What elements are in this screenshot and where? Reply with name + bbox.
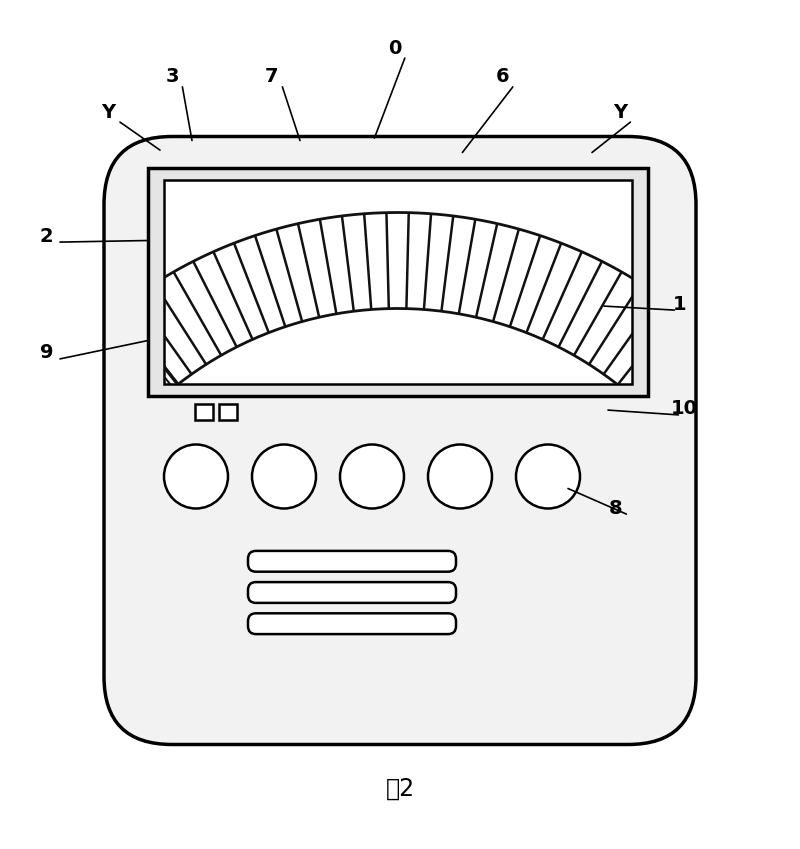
- Text: 图2: 图2: [386, 777, 414, 801]
- Bar: [164, 181, 632, 385]
- Text: 3: 3: [166, 67, 178, 86]
- Text: 6: 6: [495, 67, 510, 86]
- Text: 7: 7: [266, 67, 278, 86]
- Text: 2: 2: [39, 227, 54, 246]
- Text: 1: 1: [673, 295, 687, 314]
- Ellipse shape: [428, 445, 492, 509]
- Text: Y: Y: [613, 103, 627, 122]
- Text: 10: 10: [670, 399, 698, 418]
- Text: 0: 0: [388, 39, 401, 58]
- Text: 8: 8: [609, 499, 623, 518]
- FancyBboxPatch shape: [248, 551, 456, 571]
- Ellipse shape: [252, 445, 316, 509]
- Ellipse shape: [164, 445, 228, 509]
- Bar: [195, 404, 213, 420]
- Text: Y: Y: [101, 103, 115, 122]
- FancyBboxPatch shape: [248, 613, 456, 634]
- Bar: [148, 168, 648, 396]
- FancyBboxPatch shape: [248, 582, 456, 603]
- Text: 9: 9: [40, 343, 53, 362]
- Ellipse shape: [516, 445, 580, 509]
- Ellipse shape: [340, 445, 404, 509]
- FancyBboxPatch shape: [104, 137, 696, 745]
- Bar: [218, 404, 237, 420]
